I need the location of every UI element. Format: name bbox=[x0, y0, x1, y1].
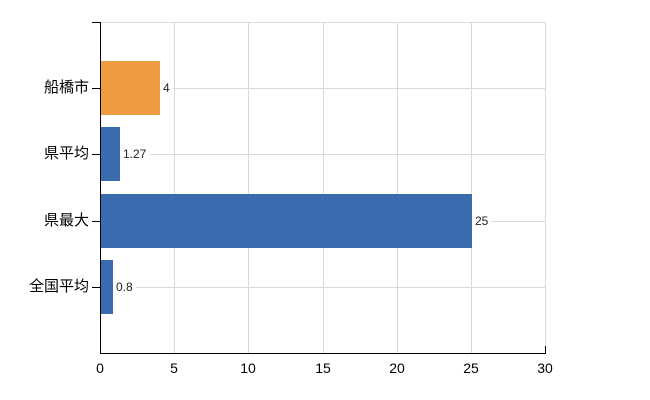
x-tick-label: 0 bbox=[96, 360, 104, 376]
x-tick-label: 10 bbox=[240, 360, 256, 376]
bar-県最大 bbox=[101, 194, 472, 248]
vertical-gridline bbox=[174, 22, 175, 353]
x-tick-label: 5 bbox=[170, 360, 178, 376]
bar-value-label: 25 bbox=[472, 214, 492, 228]
category-gridline bbox=[101, 287, 546, 288]
category-label: 船橋市 bbox=[43, 79, 89, 96]
vertical-gridline bbox=[323, 22, 324, 353]
top-boundary-gridline bbox=[101, 22, 546, 23]
vertical-gridline bbox=[545, 22, 546, 353]
x-tick-label: 15 bbox=[315, 360, 331, 376]
y-axis-end-tick bbox=[92, 22, 100, 23]
bar-県平均 bbox=[101, 127, 120, 181]
bar-全国平均 bbox=[101, 260, 113, 314]
category-gridline bbox=[101, 88, 546, 89]
x-tick-label: 20 bbox=[389, 360, 405, 376]
y-axis-line bbox=[100, 22, 101, 354]
vertical-gridline bbox=[397, 22, 398, 353]
category-label: 全国平均 bbox=[28, 278, 89, 295]
bar-value-label: 0.8 bbox=[113, 280, 136, 294]
vertical-gridline bbox=[248, 22, 249, 353]
x-tick-label: 30 bbox=[537, 360, 553, 376]
category-tick bbox=[92, 154, 100, 155]
bar-船橋市 bbox=[101, 61, 160, 115]
category-tick bbox=[92, 88, 100, 89]
x-axis-line bbox=[100, 353, 546, 354]
bar-value-label: 4 bbox=[160, 81, 173, 95]
x-tick-label: 25 bbox=[463, 360, 479, 376]
x-axis-end-tick bbox=[545, 346, 546, 353]
category-gridline bbox=[101, 154, 546, 155]
category-tick bbox=[92, 287, 100, 288]
vertical-gridline bbox=[471, 22, 472, 353]
category-label: 県平均 bbox=[43, 145, 89, 162]
category-label: 県最大 bbox=[43, 212, 89, 229]
bar-value-label: 1.27 bbox=[120, 147, 150, 161]
category-tick bbox=[92, 221, 100, 222]
